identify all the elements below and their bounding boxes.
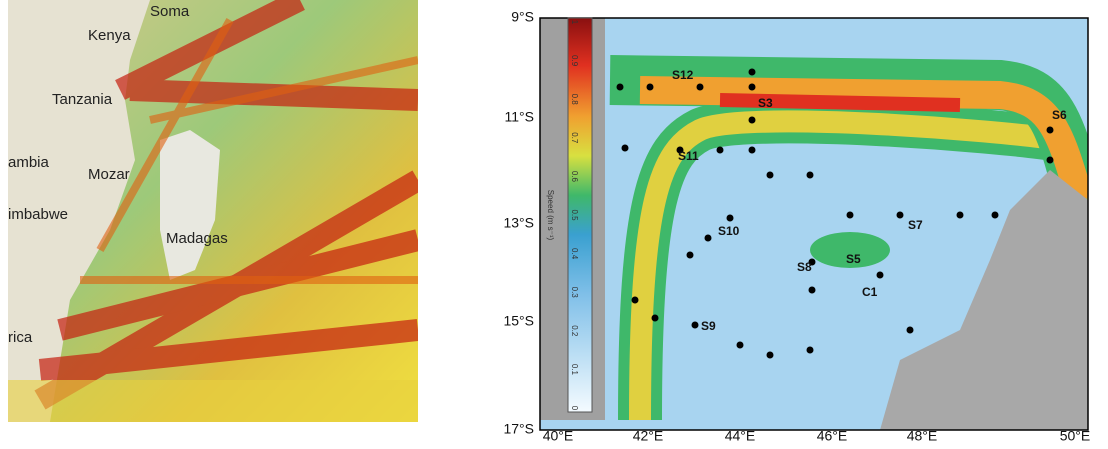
map-label: Madagas [166,230,228,247]
map-label: ambia [8,154,50,171]
map-label: Tanzania [52,91,113,108]
colorbar-tick-label: 1 [570,20,579,25]
station-label: S3 [758,96,773,110]
station-label: S9 [701,319,716,333]
colorbar-tick-label: 0.2 [570,325,579,337]
lat-label: 13°S [503,215,534,231]
lon-label: 42°E [633,428,664,444]
colorbar-tick-label: 0 [570,406,579,411]
colorbar-tick-label: 0.7 [570,132,579,144]
colorbar-tick-label: 0.4 [570,248,579,260]
map-label: Soma [150,3,190,20]
station-label: S7 [908,218,923,232]
map-label: rica [8,329,33,346]
lon-label: 40°E [543,428,574,444]
station-label: S10 [718,224,740,238]
colorbar-tick-label: 0.5 [570,209,579,221]
colorbar-tick-label: 0.8 [570,94,579,106]
lon-label: 48°E [907,428,938,444]
station-label: S11 [678,149,699,163]
map-label: Mozar [88,166,130,183]
colorbar-tick-label: 0.3 [570,287,579,299]
colorbar-tick-label: 0.9 [570,55,579,67]
lat-label: 15°S [503,313,534,329]
station-label: S12 [672,68,694,82]
station-label: C1 [862,285,878,299]
station-label: S6 [1052,108,1067,122]
right-map: Speed (m s⁻¹) 1 0.9 0.8 0.7 0.6 0.5 0.4 0.3 0.2 0… [503,9,1090,444]
lon-label: 44°E [725,428,756,444]
left-map: Soma Kenya Tanzania ambia Mozar imbabwe … [8,0,418,422]
lat-label: 11°S [505,109,534,125]
lat-label: 9°S [511,9,534,25]
colorbar-label: Speed (m s⁻¹) [546,190,555,241]
station-label: S8 [797,260,812,274]
colorbar-tick-label: 0.1 [570,364,579,376]
map-label: imbabwe [8,206,68,223]
station-label: S5 [846,252,861,266]
map-label: Kenya [88,27,131,44]
lon-label: 50°E [1060,428,1091,444]
lon-label: 46°E [817,428,848,444]
stations [616,68,1054,359]
lat-label: 17°S [503,421,534,437]
colorbar-tick-label: 0.6 [570,171,579,183]
